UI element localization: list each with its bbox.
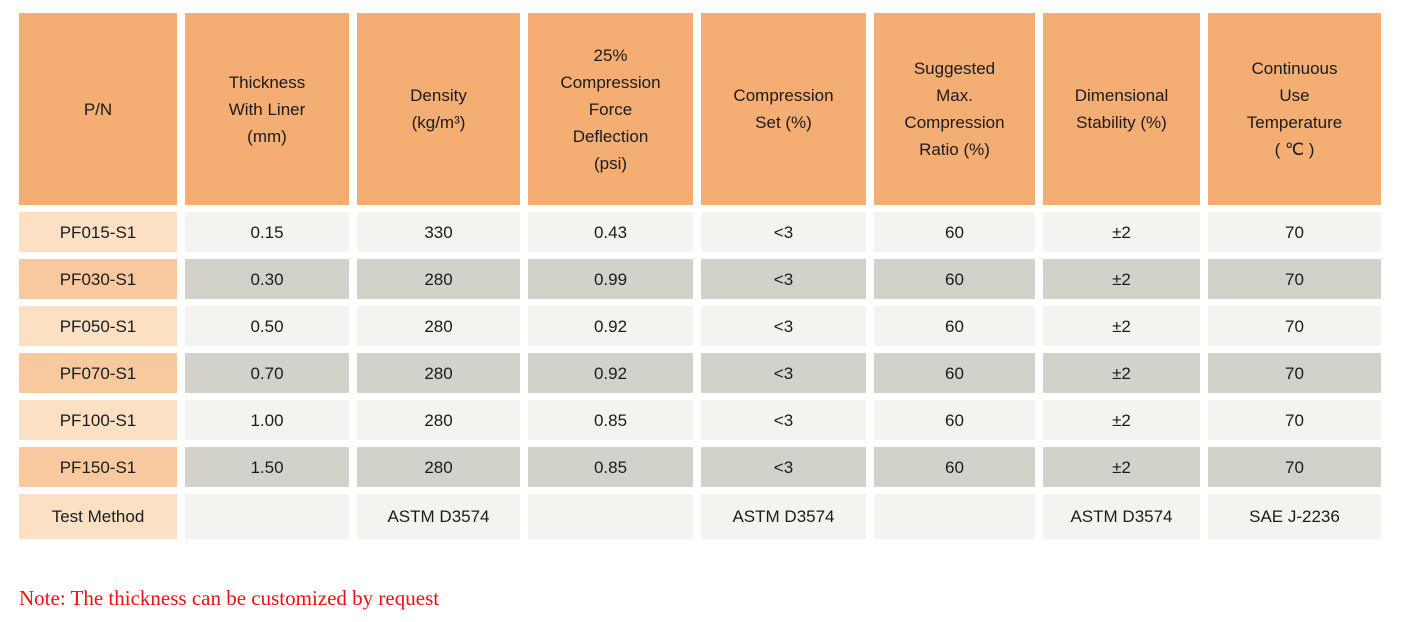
table-cell: <3 [701, 400, 866, 440]
header-cell-density: Density (kg/m³) [357, 13, 520, 205]
table-cell: 1.50 [185, 447, 349, 487]
header-cell-pn: P/N [19, 13, 177, 205]
header-cell-dimensional-stability: Dimensional Stability (%) [1043, 13, 1200, 205]
row-label-cell: PF150-S1 [19, 447, 177, 487]
header-cell-suggested-max-compression-ratio: Suggested Max. Compression Ratio (%) [874, 13, 1035, 205]
table-cell: 280 [357, 353, 520, 393]
table-cell [185, 494, 349, 539]
table-cell: <3 [701, 259, 866, 299]
table-cell: 60 [874, 259, 1035, 299]
row-label-cell: Test Method [19, 494, 177, 539]
table-cell: <3 [701, 212, 866, 252]
table-cell: 0.15 [185, 212, 349, 252]
table-cell: ±2 [1043, 400, 1200, 440]
table-cell: 0.85 [528, 447, 693, 487]
table-cell: <3 [701, 447, 866, 487]
row-label-cell: PF070-S1 [19, 353, 177, 393]
table-cell: 0.30 [185, 259, 349, 299]
table-cell: ±2 [1043, 259, 1200, 299]
table-cell: ASTM D3574 [701, 494, 866, 539]
header-cell-compression-set: Compression Set (%) [701, 13, 866, 205]
table-cell: 70 [1208, 353, 1381, 393]
header-cell-continuous-use-temperature: Continuous Use Temperature ( ℃ ) [1208, 13, 1381, 205]
table-cell: ±2 [1043, 306, 1200, 346]
row-label-cell: PF030-S1 [19, 259, 177, 299]
table-cell: SAE J-2236 [1208, 494, 1381, 539]
table-cell: 280 [357, 306, 520, 346]
table-cell: 280 [357, 400, 520, 440]
table-cell: ±2 [1043, 447, 1200, 487]
header-cell-thickness-with-liner: Thickness With Liner (mm) [185, 13, 349, 205]
table-cell: 0.99 [528, 259, 693, 299]
row-label-cell: PF100-S1 [19, 400, 177, 440]
table-cell: ±2 [1043, 212, 1200, 252]
table-cell: 60 [874, 447, 1035, 487]
header-cell-compression-force-deflection: 25% Compression Force Deflection (psi) [528, 13, 693, 205]
table-cell: 60 [874, 306, 1035, 346]
table-cell [528, 494, 693, 539]
table-cell: ASTM D3574 [1043, 494, 1200, 539]
table-cell: 0.92 [528, 353, 693, 393]
table-cell: <3 [701, 353, 866, 393]
note-text: Note: The thickness can be customized by… [19, 586, 440, 610]
row-label-cell: PF050-S1 [19, 306, 177, 346]
table-cell: <3 [701, 306, 866, 346]
table-cell: 70 [1208, 447, 1381, 487]
spec-table: P/N Thickness With Liner (mm) Density (kg/… [19, 13, 1381, 539]
table-cell: 70 [1208, 212, 1381, 252]
table-cell: 0.70 [185, 353, 349, 393]
table-cell: 70 [1208, 400, 1381, 440]
table-cell: ±2 [1043, 353, 1200, 393]
table-cell: 60 [874, 353, 1035, 393]
table-cell: 0.50 [185, 306, 349, 346]
table-cell: 0.92 [528, 306, 693, 346]
table-cell: 0.43 [528, 212, 693, 252]
table-cell: 0.85 [528, 400, 693, 440]
table-cell: 70 [1208, 259, 1381, 299]
row-label-cell: PF015-S1 [19, 212, 177, 252]
table-cell: 330 [357, 212, 520, 252]
table-cell: 60 [874, 212, 1035, 252]
table-cell: 60 [874, 400, 1035, 440]
table-cell: 70 [1208, 306, 1381, 346]
table-cell: 280 [357, 447, 520, 487]
table-cell: 280 [357, 259, 520, 299]
table-cell: 1.00 [185, 400, 349, 440]
table-cell [874, 494, 1035, 539]
table-cell: ASTM D3574 [357, 494, 520, 539]
